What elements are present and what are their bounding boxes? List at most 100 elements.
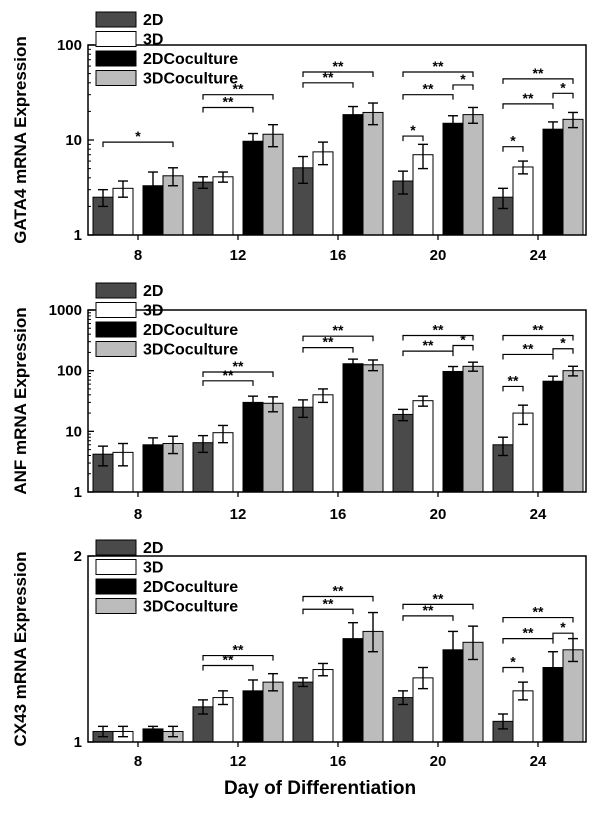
error-bar bbox=[498, 187, 508, 210]
significance-line bbox=[402, 603, 474, 610]
error-bar bbox=[118, 442, 128, 467]
significance-label: * bbox=[560, 335, 566, 351]
legend-label: 2D bbox=[143, 540, 163, 557]
significance-label: ** bbox=[323, 334, 334, 350]
significance-line bbox=[402, 615, 454, 621]
significance-line bbox=[302, 608, 354, 615]
significance-line bbox=[502, 334, 574, 341]
plot-frame bbox=[87, 309, 587, 493]
significance-label: * bbox=[460, 331, 466, 347]
significance-bracket bbox=[552, 632, 574, 639]
significance-line bbox=[552, 632, 574, 639]
significance-bracket bbox=[502, 353, 554, 360]
significance-line bbox=[452, 344, 474, 351]
significance-bracket bbox=[402, 615, 454, 621]
error-bar bbox=[548, 651, 558, 685]
significance-label: ** bbox=[333, 322, 344, 338]
bar bbox=[312, 669, 334, 743]
error-bar bbox=[348, 621, 358, 657]
bar bbox=[292, 406, 314, 493]
error-bar bbox=[218, 171, 228, 183]
significance-line bbox=[202, 664, 254, 671]
significance-label: ** bbox=[533, 321, 544, 337]
significance-label: ** bbox=[323, 69, 334, 85]
significance-line bbox=[302, 82, 354, 88]
legend-label: 3D bbox=[143, 560, 163, 577]
bar bbox=[442, 122, 464, 236]
significance-line bbox=[502, 385, 524, 392]
y-axis-title: ANF mRNA Expression bbox=[11, 307, 30, 494]
legend-label: 2DCoculture bbox=[143, 51, 238, 68]
error-bar bbox=[248, 679, 258, 703]
y-tick-label: 1000 bbox=[49, 302, 82, 319]
x-tick-label: 20 bbox=[430, 247, 447, 264]
significance-bracket bbox=[502, 638, 554, 644]
significance-label: ** bbox=[223, 651, 234, 667]
x-tick-label: 20 bbox=[430, 506, 447, 523]
significance-bracket bbox=[202, 94, 274, 100]
x-tick-label: 12 bbox=[230, 247, 247, 264]
y-tick-label: 1 bbox=[74, 484, 82, 501]
significance-label: ** bbox=[223, 367, 234, 383]
error-bar bbox=[468, 361, 478, 372]
legend-swatch bbox=[95, 31, 137, 47]
legend-swatch bbox=[95, 282, 137, 299]
bar bbox=[312, 394, 334, 493]
error-bar bbox=[148, 171, 158, 208]
error-bar bbox=[268, 123, 278, 148]
significance-label: ** bbox=[433, 590, 444, 606]
significance-bracket bbox=[502, 78, 574, 84]
significance-label: ** bbox=[533, 65, 544, 81]
significance-label: * bbox=[560, 79, 566, 95]
y-tick-label: 1 bbox=[74, 734, 82, 751]
error-bar bbox=[198, 699, 208, 715]
significance-bracket bbox=[202, 380, 254, 386]
legend-label: 3D bbox=[143, 303, 163, 320]
significance-line bbox=[502, 638, 554, 644]
significance-label: ** bbox=[333, 582, 344, 598]
significance-line bbox=[502, 353, 554, 360]
bar bbox=[262, 133, 284, 236]
error-bar bbox=[498, 436, 508, 457]
significance-line bbox=[402, 94, 454, 100]
error-bar bbox=[468, 625, 478, 661]
error-bar bbox=[518, 160, 528, 175]
gata4-panel: 1 10 100 8 12 16 20 24 GATA4 mRNA Expression 2D 3D… bbox=[11, 11, 587, 264]
error-bar bbox=[118, 180, 128, 198]
significance-bracket bbox=[402, 94, 454, 100]
error-bar bbox=[268, 672, 278, 692]
significance-line bbox=[402, 334, 474, 341]
significance-label: ** bbox=[323, 595, 334, 611]
bar bbox=[342, 114, 364, 236]
significance-bracket bbox=[302, 347, 354, 353]
error-bar bbox=[148, 725, 158, 733]
bar bbox=[362, 111, 384, 236]
significance-label: ** bbox=[433, 321, 444, 337]
significance-line bbox=[302, 347, 354, 353]
error-bar bbox=[398, 408, 408, 422]
legend-label: 2D bbox=[143, 12, 163, 29]
legend-swatch bbox=[95, 539, 137, 556]
significance-label: * bbox=[560, 619, 566, 635]
bar bbox=[442, 370, 464, 493]
bar bbox=[562, 118, 584, 236]
legend-label: 2DCoculture bbox=[143, 579, 238, 596]
x-tick-label: 16 bbox=[330, 753, 347, 770]
significance-bracket bbox=[202, 654, 274, 661]
error-bar bbox=[298, 399, 308, 419]
significance-label: ** bbox=[423, 81, 434, 97]
error-bar bbox=[248, 395, 258, 412]
error-bar bbox=[518, 681, 528, 701]
bar bbox=[362, 364, 384, 493]
x-tick-label: 16 bbox=[330, 506, 347, 523]
x-tick-label: 12 bbox=[230, 753, 247, 770]
legend-label: 3DCoculture bbox=[143, 71, 238, 88]
x-tick-label: 8 bbox=[134, 506, 142, 523]
significance-line bbox=[552, 348, 574, 354]
bar bbox=[212, 176, 234, 236]
significance-bracket bbox=[302, 71, 374, 77]
legend-swatch bbox=[95, 598, 137, 614]
significance-line bbox=[202, 371, 274, 378]
